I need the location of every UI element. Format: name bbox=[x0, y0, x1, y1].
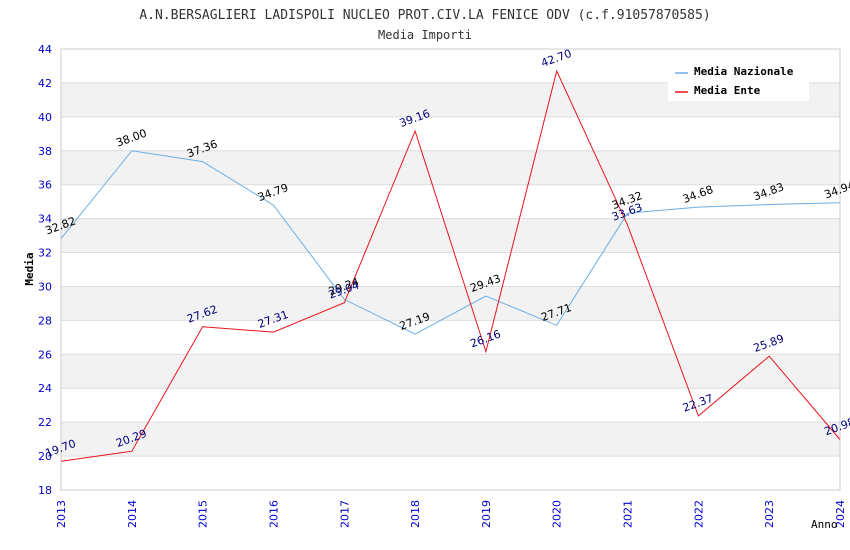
y-tick-label: 34 bbox=[38, 213, 52, 226]
data-label: 22.37 bbox=[681, 392, 715, 415]
legend-label-media-ente: Media Ente bbox=[694, 84, 761, 97]
y-tick-label: 32 bbox=[38, 247, 52, 260]
y-tick-label: 38 bbox=[38, 145, 52, 158]
plot-frame bbox=[60, 48, 841, 491]
data-label: 42.70 bbox=[539, 47, 573, 70]
series-line-media-nazionale bbox=[60, 150, 841, 335]
data-label: 26.16 bbox=[468, 327, 502, 350]
y-tick-label: 26 bbox=[38, 348, 52, 361]
x-tick-label: 2024 bbox=[834, 500, 847, 528]
data-label: 38.00 bbox=[114, 127, 148, 150]
data-label: 25.89 bbox=[752, 332, 786, 355]
chart-title: A.N.BERSAGLIERI LADISPOLI NUCLEO PROT.CI… bbox=[139, 8, 710, 23]
grid-band bbox=[61, 218, 840, 253]
legend: Media Nazionale Media Ente bbox=[668, 60, 809, 101]
y-axis-label: Media bbox=[23, 252, 36, 285]
y-axis-ticks: 18 20 22 24 26 28 30 32 34 36 38 40 42 44 bbox=[38, 43, 52, 497]
x-axis-label: Anno bbox=[811, 518, 838, 531]
x-tick-label: 2015 bbox=[197, 500, 210, 528]
y-tick-label: 28 bbox=[38, 314, 52, 327]
series-layer bbox=[60, 69, 841, 462]
y-tick-label: 44 bbox=[38, 43, 52, 56]
x-tick-label: 2016 bbox=[267, 500, 280, 528]
x-tick-label: 2018 bbox=[409, 500, 422, 528]
grid-band bbox=[61, 354, 840, 389]
grid-band bbox=[61, 422, 840, 457]
y-tick-label: 20 bbox=[38, 450, 52, 463]
y-tick-label: 42 bbox=[38, 77, 52, 90]
chart-subtitle: Media Importi bbox=[378, 28, 472, 42]
x-tick-label: 2019 bbox=[480, 500, 493, 528]
grid-band bbox=[61, 150, 840, 185]
series-line-media-ente bbox=[60, 69, 841, 462]
x-tick-label: 2020 bbox=[551, 500, 564, 528]
y-tick-label: 40 bbox=[38, 111, 52, 124]
x-axis-ticks: 2013 2014 2015 2016 2017 2018 2019 2020 2021 2022… bbox=[55, 500, 847, 528]
x-tick-label: 2021 bbox=[622, 500, 635, 528]
y-tick-label: 24 bbox=[38, 382, 52, 395]
data-label: 20.98 bbox=[823, 415, 850, 438]
x-tick-label: 2013 bbox=[55, 500, 68, 528]
y-tick-label: 30 bbox=[38, 280, 52, 293]
x-tick-label: 2022 bbox=[692, 500, 705, 528]
grid-bands bbox=[61, 82, 840, 457]
x-tick-label: 2023 bbox=[763, 500, 776, 528]
data-label: 34.68 bbox=[681, 183, 715, 206]
y-tick-label: 18 bbox=[38, 484, 52, 497]
x-tick-label: 2017 bbox=[338, 500, 351, 528]
legend-box bbox=[668, 60, 809, 101]
x-tick-label: 2014 bbox=[126, 500, 139, 528]
legend-label-media-nazionale: Media Nazionale bbox=[694, 65, 794, 78]
y-tick-label: 22 bbox=[38, 416, 52, 429]
y-tick-label: 36 bbox=[38, 179, 52, 192]
